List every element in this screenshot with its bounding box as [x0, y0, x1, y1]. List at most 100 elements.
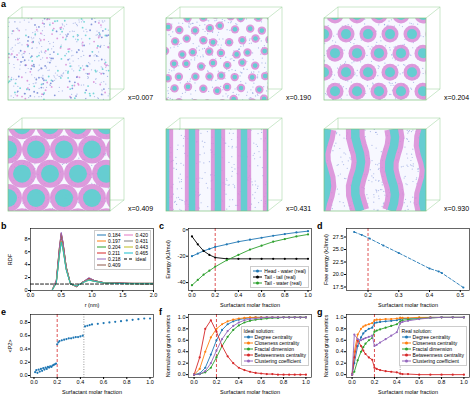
- svg-text:2: 2: [24, 274, 27, 280]
- html-text:Clustering coefficient: Clustering coefficient: [254, 357, 301, 364]
- html-text:Betweenness centrality: Betweenness centrality: [254, 351, 306, 358]
- svg-text:27.5: 27.5: [333, 234, 344, 240]
- svg-text:RDF: RDF: [7, 253, 13, 265]
- svg-text:2.0: 2.0: [150, 292, 158, 298]
- svg-text:0.0: 0.0: [190, 379, 198, 385]
- svg-text:20.0: 20.0: [333, 271, 344, 277]
- svg-text:x=0.930: x=0.930: [444, 205, 469, 212]
- svg-text:1.0: 1.0: [178, 314, 186, 320]
- svg-text:0.0: 0.0: [178, 371, 186, 377]
- svg-text:1.5: 1.5: [119, 292, 127, 298]
- svg-text:-20: -20: [178, 253, 186, 259]
- svg-text:0.6: 0.6: [415, 379, 423, 385]
- svg-text:Energy (kJ/mol): Energy (kJ/mol): [165, 240, 171, 279]
- svg-text:0.8: 0.8: [281, 292, 289, 298]
- html-text:Ideal solution:: Ideal solution:: [243, 327, 275, 334]
- svg-text:0.2: 0.2: [371, 379, 379, 385]
- svg-text:0.4: 0.4: [235, 379, 243, 385]
- svg-text:6: 6: [24, 249, 27, 255]
- svg-text:22.5: 22.5: [333, 259, 344, 265]
- svg-text:x=0.190: x=0.190: [286, 94, 311, 101]
- svg-text:0.6: 0.6: [257, 379, 265, 385]
- svg-text:25.0: 25.0: [333, 246, 344, 252]
- svg-text:8: 8: [24, 236, 27, 242]
- html-text:0.184: 0.184: [108, 232, 121, 238]
- svg-text:0: 0: [182, 227, 185, 233]
- html-text:Closeness centrality: Closeness centrality: [254, 339, 300, 346]
- svg-text:17.5: 17.5: [333, 284, 344, 290]
- svg-text:Surfactant molar fraction: Surfactant molar fraction: [62, 389, 122, 395]
- html-text:Betweenness centrality: Betweenness centrality: [412, 351, 464, 358]
- html-text:Clustering coefficient: Clustering coefficient: [412, 357, 459, 364]
- html-text:Closeness centrality: Closeness centrality: [412, 339, 458, 346]
- svg-text:x=0.007: x=0.007: [128, 94, 153, 101]
- svg-text:0.0: 0.0: [20, 372, 28, 378]
- html-text:0.197: 0.197: [108, 238, 121, 244]
- svg-text:0.2: 0.2: [336, 360, 344, 366]
- svg-text:1.0: 1.0: [146, 379, 154, 385]
- svg-text:0.6: 0.6: [20, 332, 28, 338]
- svg-text:0.2: 0.2: [53, 379, 61, 385]
- svg-text:Surfactant molar fraction: Surfactant molar fraction: [220, 389, 280, 395]
- svg-text:0.8: 0.8: [336, 326, 344, 332]
- svg-text:1.0: 1.0: [460, 379, 468, 385]
- html-text:0.204: 0.204: [108, 244, 121, 250]
- svg-text:0.4: 0.4: [426, 292, 434, 298]
- html-text:Fractal dimension: Fractal dimension: [412, 345, 452, 352]
- svg-text:x=0.204: x=0.204: [444, 94, 469, 101]
- svg-text:0.4: 0.4: [393, 379, 401, 385]
- svg-text:Surfactant molar fraction: Surfactant molar fraction: [220, 302, 280, 308]
- svg-text:-40: -40: [178, 279, 186, 285]
- html-text:Degree centrality: Degree centrality: [254, 333, 293, 340]
- svg-text:0.0: 0.0: [336, 371, 344, 377]
- svg-text:x=0.409: x=0.409: [128, 205, 153, 212]
- svg-text:0.6: 0.6: [100, 379, 108, 385]
- html-text:0.431: 0.431: [135, 238, 148, 244]
- svg-text:r (nm): r (nm): [85, 302, 100, 308]
- html-text:0.420: 0.420: [135, 232, 148, 238]
- svg-text:0.0: 0.0: [30, 379, 38, 385]
- html-text:0.211: 0.211: [108, 250, 121, 256]
- html-text:0.218: 0.218: [108, 256, 121, 262]
- svg-text:0.2: 0.2: [213, 379, 221, 385]
- svg-text:0.2: 0.2: [20, 359, 28, 365]
- svg-text:0.8: 0.8: [123, 379, 131, 385]
- svg-text:Normalized graph metrics: Normalized graph metrics: [323, 314, 329, 377]
- svg-text:0.8: 0.8: [178, 326, 186, 332]
- svg-text:0.0: 0.0: [27, 292, 35, 298]
- svg-text:0.8: 0.8: [20, 319, 28, 325]
- svg-text:1.0: 1.0: [336, 314, 344, 320]
- svg-text:0.2: 0.2: [364, 292, 372, 298]
- svg-text:1.0: 1.0: [88, 292, 96, 298]
- svg-text:Free energy (kJ/mol): Free energy (kJ/mol): [323, 234, 329, 285]
- html-text:Degree centrality: Degree centrality: [412, 333, 451, 340]
- svg-text:0.8: 0.8: [438, 379, 446, 385]
- svg-text:0.3: 0.3: [395, 292, 403, 298]
- svg-text:0.8: 0.8: [280, 379, 288, 385]
- svg-text:0.2: 0.2: [211, 292, 219, 298]
- svg-text:0.6: 0.6: [178, 337, 186, 343]
- svg-text:<P2>: <P2>: [7, 339, 13, 352]
- svg-text:0.0: 0.0: [188, 292, 196, 298]
- svg-text:0.4: 0.4: [235, 292, 243, 298]
- svg-text:x=0.431: x=0.431: [286, 205, 311, 212]
- svg-text:0.0: 0.0: [348, 379, 356, 385]
- svg-text:0.6: 0.6: [258, 292, 266, 298]
- svg-text:0.2: 0.2: [178, 360, 186, 366]
- svg-text:0.4: 0.4: [178, 348, 186, 354]
- svg-text:0.4: 0.4: [336, 348, 344, 354]
- html-text:Fractal dimension: Fractal dimension: [254, 345, 294, 352]
- svg-text:Surfactant molar fraction: Surfactant molar fraction: [378, 389, 438, 395]
- svg-text:0.5: 0.5: [456, 292, 464, 298]
- svg-text:0.4: 0.4: [77, 379, 85, 385]
- svg-text:0.5: 0.5: [57, 292, 65, 298]
- svg-text:4: 4: [24, 261, 27, 267]
- html-text:0.409: 0.409: [108, 262, 121, 268]
- html-text:Real solution:: Real solution:: [401, 327, 432, 334]
- svg-text:0.6: 0.6: [336, 337, 344, 343]
- svg-text:Surfactant molar fraction: Surfactant molar fraction: [378, 302, 438, 308]
- svg-text:1.0: 1.0: [304, 292, 312, 298]
- svg-text:1.0: 1.0: [302, 379, 310, 385]
- svg-text:Normalized graph metrics: Normalized graph metrics: [165, 314, 171, 377]
- svg-text:0.4: 0.4: [20, 346, 28, 352]
